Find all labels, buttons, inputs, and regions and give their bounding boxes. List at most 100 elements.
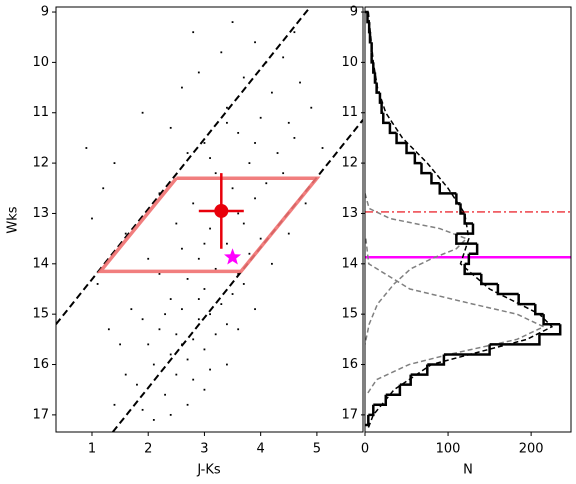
y-tick-label: 17 [341,407,358,422]
histogram-bin [539,324,562,336]
scatter-point [192,378,195,381]
scatter-point [226,106,228,109]
histogram-bin [459,203,465,215]
scatter-point [175,373,178,376]
scatter-point [282,56,285,59]
histogram-bin [468,243,479,255]
y-axis-label: Wks [6,206,21,233]
scatter-point [237,131,240,134]
scatter-point [237,272,240,275]
scatter-point [141,318,144,321]
scatter-point [242,76,245,79]
scatter-point [214,172,217,175]
scatter-point [203,142,206,144]
scatter-point [226,363,228,366]
y-tick-label: 16 [341,357,358,372]
scatter-point [107,328,110,331]
histogram-bin [368,404,375,417]
tick-label-bg [339,104,359,121]
histogram-bin [420,163,432,175]
model-curve [365,193,468,345]
scatter-point [152,363,155,366]
scatter-point [276,152,279,154]
scatter-point [158,192,161,195]
scatter-point [220,51,223,54]
y-tick-label: 15 [32,307,49,322]
scatter-point [265,182,268,185]
scatter-point [203,242,206,245]
scatter-point [186,278,189,280]
scatter-point [259,116,262,119]
y-tick-label: 17 [32,407,49,422]
scatter-point [226,242,228,245]
selection-region [96,176,321,274]
histogram-bin [496,283,519,296]
x-tick-label: 0 [361,442,369,457]
tick-label-bg [339,205,359,222]
histogram-bin [405,142,415,155]
histogram-bin [380,102,384,114]
scatter-point [203,288,206,290]
x-axis-label: J-Ks [196,463,221,478]
histogram-bin [378,92,382,104]
marker-point [214,203,229,218]
y-tick-label: 9 [350,5,358,20]
right-frame [364,6,572,433]
scatter-point [186,358,189,361]
right-panel: 0 100 200 9 10 11 12 13 14 15 16 17 [339,4,571,457]
y-tick-label: 15 [341,307,358,322]
scatter-point [209,157,211,159]
left-frame [55,6,364,433]
x-tick-label: 5 [313,442,321,457]
scatter-point [130,308,133,311]
scatter-point [242,222,245,225]
y-tick-label: 9 [41,5,49,20]
histogram-bin [368,32,372,44]
tick-label-bg [339,155,359,172]
scatter-point [226,121,228,124]
x-axis-label: N [463,463,473,478]
y-tick-label: 10 [341,55,358,70]
histogram-bin [455,193,461,205]
histogram-bin [365,10,370,24]
histogram-bin [375,82,380,94]
scatter-point [169,353,172,356]
scatter-point [209,313,211,316]
histogram-bin [399,374,412,386]
scatter-point [293,31,296,34]
scatter-point [237,328,240,331]
scatter-point [214,333,217,336]
scatter-point [113,403,116,406]
scatter-point [203,348,206,351]
scatter-point [304,202,307,205]
scatter-point [226,323,228,326]
plot-area [56,7,363,432]
histogram-bin [430,173,440,185]
x-tick-label: 2 [144,442,152,457]
scatter-point [254,308,256,311]
scatter-point [197,71,200,74]
scatter-point [248,162,251,165]
scatter-point [271,262,273,265]
scatter-point [169,298,172,300]
model-curve [366,11,554,431]
scatter-point [186,152,189,154]
scatter-point [197,318,200,321]
tick-label-bg [339,356,359,373]
histogram-bin [395,132,407,145]
y-tick-label: 11 [341,105,358,120]
scatter-point [85,147,88,149]
star-marker [223,248,242,265]
scatter-point [220,303,223,305]
histogram-bin [367,22,371,34]
scatter-point [192,31,195,34]
scatter-point [164,313,166,316]
scatter-point [124,232,127,235]
histogram-bin [388,122,397,135]
histogram-bin [542,314,561,326]
histogram-bin [456,223,475,235]
scatter-point [214,267,217,270]
scatter-point [192,338,195,341]
